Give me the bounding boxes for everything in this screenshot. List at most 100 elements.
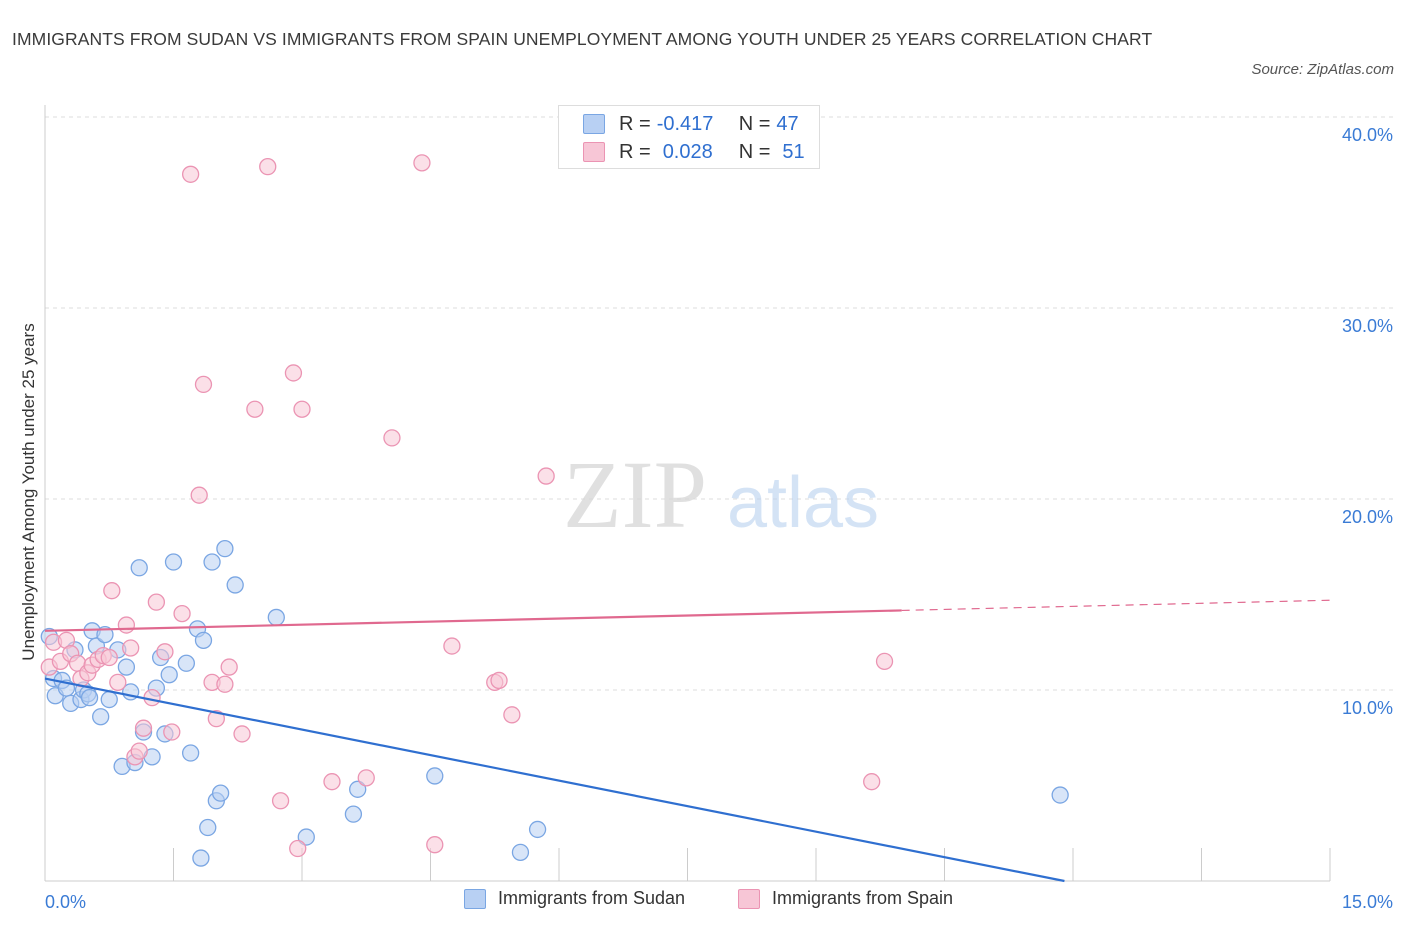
watermark: ZIP atlas <box>563 441 879 548</box>
sudan-point <box>160 666 178 684</box>
y-tick-label: 20.0% <box>1342 507 1393 527</box>
sudan-point <box>80 688 99 707</box>
spain-point <box>503 706 521 724</box>
x-tick-labels: 0.0% 15.0% <box>45 892 1393 912</box>
sudan-point <box>344 805 363 823</box>
spain-point <box>134 719 153 737</box>
spain-point <box>293 400 311 418</box>
chart-title: IMMIGRANTS FROM SUDAN VS IMMIGRANTS FROM… <box>12 29 1153 49</box>
spain-point <box>233 725 251 743</box>
series-legend: Immigrants from Sudan Immigrants from Sp… <box>0 888 1406 916</box>
sudan-point <box>1051 786 1069 804</box>
r-label-spain: R = <box>619 140 651 163</box>
spain-point <box>130 742 148 760</box>
sudan-point <box>211 784 230 802</box>
source-label: Source: ZipAtlas.com <box>1251 61 1394 78</box>
spain-point <box>109 673 127 692</box>
n-value-sudan: 47 <box>776 112 799 135</box>
watermark-zip: ZIP <box>563 441 707 548</box>
spain-point <box>863 773 881 791</box>
spain-point <box>357 769 375 787</box>
sudan-point <box>192 849 210 867</box>
trend-line-sudan <box>44 677 1065 883</box>
spain-point <box>490 671 508 690</box>
sudan-point <box>199 818 217 837</box>
y-tick-label: 40.0% <box>1342 125 1393 145</box>
stats-row-sudan: R = -0.417 N = 47 <box>583 110 799 138</box>
spain-point <box>163 723 181 741</box>
sudan-point <box>349 780 367 798</box>
y-tick-labels: 10.0% 20.0% 30.0% 40.0% <box>1342 125 1393 718</box>
trend-extension-spain <box>901 599 1331 612</box>
legend-swatch-sudan <box>464 888 486 909</box>
y-tick-label: 30.0% <box>1342 316 1393 336</box>
data-points <box>40 154 1069 867</box>
axes <box>44 105 1331 882</box>
sudan-point <box>426 767 444 785</box>
stats-legend: R = -0.417 N = 47 R = 0.028 N = 51 <box>558 105 820 169</box>
sudan-point <box>130 559 148 577</box>
spain-point <box>100 648 118 667</box>
spain-point <box>117 616 136 634</box>
trend-lines <box>44 599 1331 883</box>
spain-point <box>194 375 213 394</box>
legend-label-spain: Immigrants from Spain <box>772 888 954 908</box>
watermark-atlas: atlas <box>727 463 879 543</box>
trend-line-spain <box>44 609 902 632</box>
spain-point <box>103 582 121 600</box>
spain-point <box>284 364 303 382</box>
spain-point <box>173 604 191 623</box>
sudan-point <box>96 625 114 644</box>
spain-point <box>207 710 225 728</box>
spain-point <box>156 643 174 661</box>
spain-point <box>122 639 140 657</box>
legend-swatch-spain <box>738 888 760 909</box>
spain-point <box>259 158 277 176</box>
sudan-point <box>181 744 200 762</box>
r-value-spain: 0.028 <box>662 140 713 163</box>
sudan-point <box>164 553 183 571</box>
sudan-point <box>100 690 118 709</box>
sudan-point <box>511 843 530 861</box>
spain-point <box>220 658 238 676</box>
spain-point <box>190 486 208 504</box>
spain-point <box>443 637 461 655</box>
swatch-sudan <box>583 114 605 134</box>
spain-point <box>289 839 307 858</box>
sudan-point <box>297 828 315 846</box>
spain-point <box>426 836 444 854</box>
spain-point <box>383 429 401 447</box>
sudan-point <box>216 540 234 558</box>
spain-point <box>216 675 234 693</box>
sudan-point <box>92 708 110 726</box>
spain-point <box>413 154 431 172</box>
n-value-spain: 51 <box>782 140 805 163</box>
spain-point <box>246 400 264 418</box>
legend-item-spain[interactable]: Immigrants from Spain <box>738 888 953 909</box>
spain-point <box>323 773 341 791</box>
sudan-point <box>528 820 547 839</box>
spain-point <box>875 652 894 670</box>
stats-row-spain: R = 0.028 N = 51 <box>583 138 805 166</box>
legend-label-sudan: Immigrants from Sudan <box>498 888 686 908</box>
sudan-point <box>194 631 213 649</box>
spain-point <box>181 165 200 183</box>
r-value-sudan: -0.417 <box>656 112 714 135</box>
sudan-point <box>117 658 136 676</box>
n-label-spain: N = <box>738 140 771 163</box>
sudan-point <box>203 553 221 571</box>
x-tick-max: 15.0% <box>1342 892 1393 912</box>
y-tick-label: 10.0% <box>1342 698 1393 718</box>
x-tick-min: 0.0% <box>45 892 86 912</box>
gridlines <box>45 116 1395 691</box>
r-label-sudan: R = <box>619 112 651 135</box>
spain-point <box>271 792 290 810</box>
spain-point <box>147 593 166 611</box>
legend-item-sudan[interactable]: Immigrants from Sudan <box>464 888 685 909</box>
sudan-point <box>177 654 196 672</box>
spain-point <box>537 467 555 485</box>
sudan-point <box>226 576 244 594</box>
n-label-sudan: N = <box>738 112 771 135</box>
swatch-spain <box>583 142 605 162</box>
